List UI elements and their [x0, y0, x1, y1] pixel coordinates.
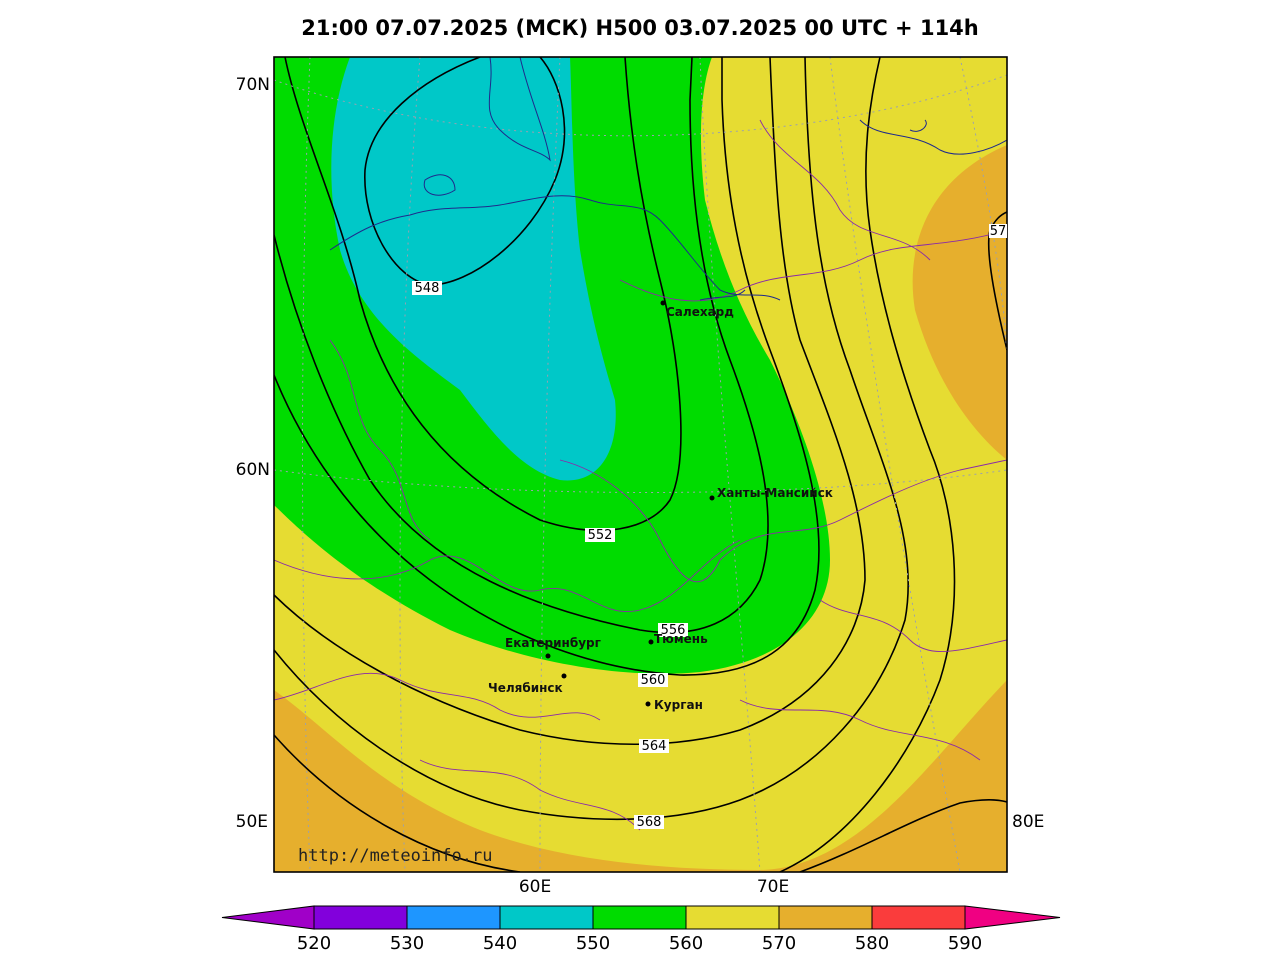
colorbar-tick-label: 570 — [762, 933, 796, 954]
colorbar-tick-label: 520 — [297, 933, 331, 954]
city-dot-khanty-mansiysk — [709, 495, 715, 501]
contour-label-564: 564 — [642, 739, 667, 754]
colorbar-extend-low — [221, 905, 315, 930]
city-label-salekhard: Салехард — [666, 305, 734, 319]
contour-560 — [274, 57, 820, 676]
contour-576 — [799, 799, 1007, 872]
city-dot-tyumen — [648, 639, 654, 645]
lon-label-80e: 80E — [1012, 812, 1044, 832]
colorbar-swatch — [406, 905, 501, 930]
contour-label-552: 552 — [588, 528, 613, 543]
lat-label-60n: 60N — [236, 460, 270, 480]
colorbar-tick-label: 560 — [669, 933, 703, 954]
colorbar-tick-label: 530 — [390, 933, 424, 954]
contour-label-57: 57 — [990, 224, 1007, 239]
lon-label-60e: 60E — [519, 877, 551, 897]
colorbar-tick-label: 550 — [576, 933, 610, 954]
city-label-yekaterinburg: Екатеринбург — [505, 636, 601, 650]
contour-labels: 548 552 556 560 564 568 57 — [412, 224, 1007, 830]
colorbar-swatch — [778, 905, 873, 930]
contour-572 — [274, 57, 956, 872]
region-borders — [274, 119, 1007, 831]
lon-label-50e: 50E — [236, 812, 268, 832]
colorbar-swatch — [499, 905, 594, 930]
contour-label-568: 568 — [637, 815, 662, 830]
city-dot-kurgan — [645, 701, 651, 707]
colorbar-swatch — [871, 905, 966, 930]
coastline — [329, 57, 1007, 301]
lat-label-70n: 70N — [236, 75, 270, 95]
colorbar: 520 530 540 550 560 570 580 590 — [221, 905, 1061, 954]
contours — [274, 57, 1007, 872]
watermark: http://meteoinfo.ru — [298, 846, 492, 866]
contour-label-548: 548 — [415, 281, 440, 296]
graticule — [274, 57, 1007, 872]
map-title: 21:00 07.07.2025 (МСК) H500 03.07.2025 0… — [301, 16, 979, 40]
colorbar-tick-label: 540 — [483, 933, 517, 954]
contour-label-556: 556 — [661, 623, 686, 638]
city-markers: Салехард Ханты-Мансийск Екатеринбург Тюм… — [488, 300, 833, 712]
map-frame — [273, 56, 1008, 873]
contour-564 — [274, 57, 866, 746]
city-label-kurgan: Курган — [654, 698, 703, 712]
city-dot-salekhard — [660, 300, 666, 306]
band-540-550 — [331, 57, 616, 481]
contour-label-560: 560 — [641, 673, 666, 688]
colorbar-extend-high — [964, 905, 1061, 930]
map-area — [274, 57, 1007, 872]
colorbar-tick-label: 590 — [948, 933, 982, 954]
contour-568 — [274, 57, 909, 821]
colorbar-tick-label: 580 — [855, 933, 889, 954]
city-dot-chelyabinsk — [561, 673, 567, 679]
city-dot-yekaterinburg — [545, 653, 551, 659]
contour-556 — [274, 57, 769, 634]
colorbar-swatch — [685, 905, 780, 930]
city-label-chelyabinsk: Челябинск — [488, 681, 563, 695]
lon-label-70e: 70E — [757, 877, 789, 897]
city-label-khanty-mansiysk: Ханты-Мансийск — [717, 486, 833, 500]
colorbar-swatch — [313, 905, 408, 930]
colorbar-swatch — [592, 905, 687, 930]
city-label-tyumen: Тюмень — [654, 632, 708, 646]
